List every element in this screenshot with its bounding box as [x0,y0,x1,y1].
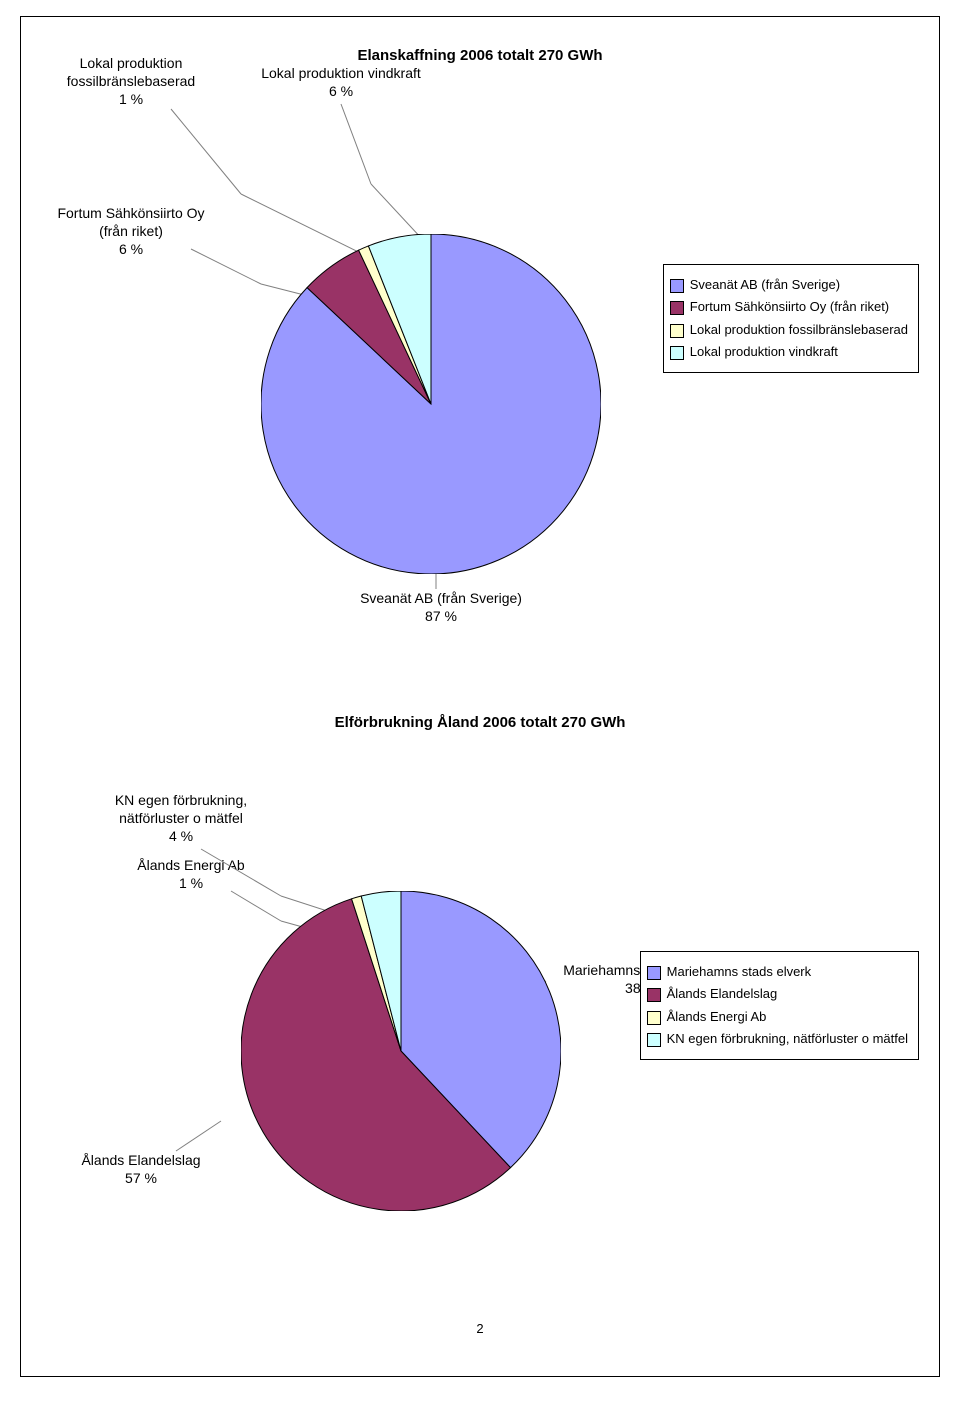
chart-2-pie-svg [241,891,561,1211]
legend-row: Lokal produktion fossilbränslebaserad [670,322,908,338]
chart-1-label-fossil-text: Lokal produktionfossilbränslebaserad1 % [67,55,195,107]
chart-2-title: Elförbrukning Åland 2006 totalt 270 GWh [41,714,919,731]
legend-row: Mariehamns stads elverk [647,964,908,980]
chart-2-area: KN egen förbrukning,nätförluster o mätfe… [41,761,919,1241]
chart-2-label-energi-text: Ålands Energi Ab1 % [137,857,244,891]
legend-text: KN egen förbrukning, nätförluster o mätf… [667,1031,908,1047]
chart-2-pie-wrap [241,891,561,1211]
chart-2-label-energi: Ålands Energi Ab1 % [111,856,271,892]
legend-text: Lokal produktion fossilbränslebaserad [690,322,908,338]
legend-swatch [647,1011,661,1025]
chart-1-block: Elanskaffning 2006 totalt 270 GWh Lokal … [41,47,919,594]
chart-1-label-fortum-text: Fortum Sähkönsiirto Oy(från riket)6 % [57,205,204,257]
chart-1-label-sveanat: Sveanät AB (från Sverige)87 % [331,589,551,625]
legend-swatch [670,301,684,315]
legend-text: Sveanät AB (från Sverige) [690,277,840,293]
chart-1-area: Lokal produktionfossilbränslebaserad1 % … [41,94,919,594]
legend-row: KN egen förbrukning, nätförluster o mätf… [647,1031,908,1047]
legend-row: Sveanät AB (från Sverige) [670,277,908,293]
legend-text: Mariehamns stads elverk [667,964,812,980]
legend-swatch [670,324,684,338]
chart-1-pie-svg [261,234,601,574]
chart-1-label-vindkraft-text: Lokal produktion vindkraft6 % [261,65,421,99]
chart-1-label-fossil: Lokal produktionfossilbränslebaserad1 % [41,54,221,109]
chart-2-block: Elförbrukning Åland 2006 totalt 270 GWh … [41,714,919,1241]
legend-text: Lokal produktion vindkraft [690,344,838,360]
document-page: Elanskaffning 2006 totalt 270 GWh Lokal … [20,16,940,1377]
legend-text: Ålands Energi Ab [667,1009,767,1025]
chart-1-label-vindkraft: Lokal produktion vindkraft6 % [241,64,441,100]
legend-text: Ålands Elandelslag [667,986,778,1002]
chart-1-legend: Sveanät AB (från Sverige) Fortum Sähkönsi… [663,264,919,373]
chart-2-label-kn: KN egen förbrukning,nätförluster o mätfe… [81,791,281,846]
legend-swatch [670,279,684,293]
legend-swatch [647,1033,661,1047]
legend-swatch [670,346,684,360]
chart-1-label-fortum: Fortum Sähkönsiirto Oy(från riket)6 % [41,204,221,259]
chart-2-label-elandelslag: Ålands Elandelslag57 % [51,1151,231,1187]
legend-swatch [647,988,661,1002]
chart-2-legend: Mariehamns stads elverk Ålands Elandelsla… [640,951,919,1060]
legend-row: Lokal produktion vindkraft [670,344,908,360]
chart-1-label-sveanat-text: Sveanät AB (från Sverige)87 % [360,590,522,624]
chart-1-pie-wrap [261,234,601,574]
legend-row: Fortum Sähkönsiirto Oy (från riket) [670,299,908,315]
legend-text: Fortum Sähkönsiirto Oy (från riket) [690,299,889,315]
legend-row: Ålands Elandelslag [647,986,908,1002]
legend-swatch [647,966,661,980]
page-number: 2 [41,1321,919,1336]
legend-row: Ålands Energi Ab [647,1009,908,1025]
chart-2-label-kn-text: KN egen förbrukning,nätförluster o mätfe… [115,792,247,844]
chart-2-label-elandelslag-text: Ålands Elandelslag57 % [81,1152,200,1186]
